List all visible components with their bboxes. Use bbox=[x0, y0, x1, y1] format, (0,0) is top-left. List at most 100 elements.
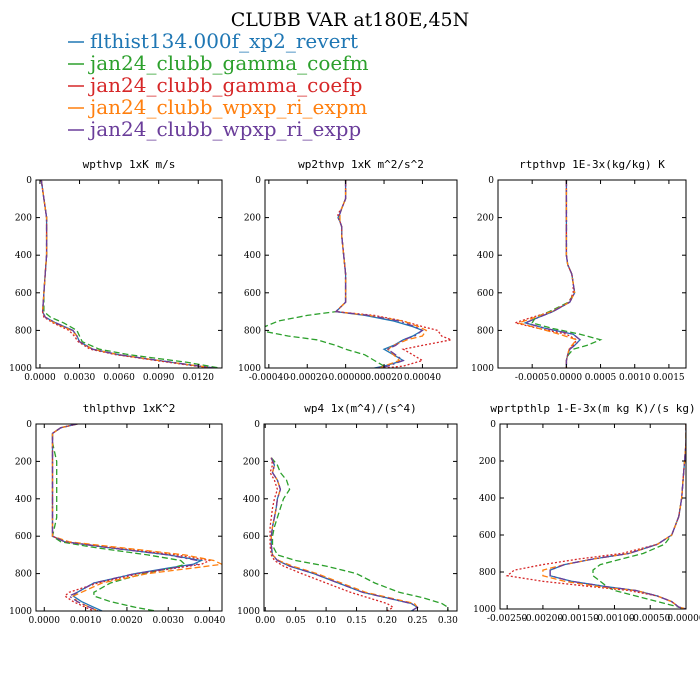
panel-5-ytick-label: 1000 bbox=[237, 607, 260, 617]
legend-entry-2: jan24_clubb_gamma_coefm bbox=[88, 51, 369, 75]
legend: flthist134.000f_xp2_revertjan24_clubb_ga… bbox=[68, 29, 369, 141]
panel-3-ytick-label: 200 bbox=[477, 214, 494, 224]
panel-5-ytick-label: 200 bbox=[243, 457, 260, 467]
panel-1-series-5 bbox=[40, 180, 215, 368]
panel-2-ytick-label: 200 bbox=[244, 214, 261, 224]
panel-1-series-3 bbox=[40, 180, 212, 368]
panel-2: wp2thvp 1xK m^2/s^202004006008001000-0.0… bbox=[238, 158, 458, 383]
panel-3-xtick-label: 0.0015 bbox=[653, 373, 685, 383]
panel-3-series-2 bbox=[531, 180, 603, 368]
panel-4-xtick-label: 0.0040 bbox=[194, 616, 226, 626]
panel-1-xtick-label: 0.0030 bbox=[64, 373, 96, 383]
panel-2-ytick-label: 800 bbox=[244, 326, 261, 336]
panel-4-xtick-label: 0.0010 bbox=[70, 616, 102, 626]
panel-4-ytick-label: 200 bbox=[15, 457, 32, 467]
panel-3: rtpthvp 1E-3x(kg/kg) K 0 200 400 600 800 1000 -… bbox=[471, 158, 687, 383]
panel-6-ytick-label: 0 bbox=[490, 420, 496, 430]
panel-2-series-1 bbox=[334, 180, 424, 368]
panel-2-xtick-label: 0.00040 bbox=[404, 373, 441, 383]
panel-3-series-3 bbox=[512, 180, 578, 368]
panel-3-xtick-label: 0.0005 bbox=[585, 373, 617, 383]
panel-6-xtick-label: 0.00000 bbox=[667, 614, 700, 624]
panel-3-series-4 bbox=[516, 180, 578, 368]
panel-5-series-2 bbox=[270, 457, 449, 611]
panel-6-frame bbox=[499, 423, 687, 610]
panel-6-series-5 bbox=[549, 424, 686, 609]
panel-3-series-5 bbox=[523, 180, 581, 368]
panel-5-series-1 bbox=[270, 457, 419, 611]
panel-2-ytick-label: 600 bbox=[244, 289, 261, 299]
panel-3-xtick-label: 0.0010 bbox=[619, 373, 651, 383]
panel-5-frame bbox=[263, 423, 458, 612]
panel-1-title: wpthvp 1xK m/s bbox=[83, 158, 176, 171]
panel-2-xtick-label: 0.00020 bbox=[365, 373, 402, 383]
panel-6: wprtpthlp 1-E-3x(m kg K)/(s kg) 0 200 400 60… bbox=[473, 402, 700, 624]
panel-6-ytick-label: 200 bbox=[479, 457, 496, 467]
legend-entry-1: flthist134.000f_xp2_revert bbox=[90, 29, 358, 53]
panel-2-xtick-label: -0.00000 bbox=[326, 373, 367, 383]
panel-2-ytick-label: 0 bbox=[255, 176, 261, 186]
panel-2-xtick-label: -0.00020 bbox=[287, 373, 328, 383]
panel-6-series-1 bbox=[549, 424, 686, 609]
panel-6-ytick-label: 600 bbox=[479, 531, 496, 541]
panel-5-xtick-label: 0.15 bbox=[347, 616, 367, 626]
panel-1-ytick-label: 0 bbox=[26, 176, 32, 186]
panel-4-frame bbox=[35, 423, 223, 612]
panel-4-ytick-label: 1000 bbox=[9, 607, 32, 617]
panel-6-xtick-label: -0.00150 bbox=[559, 614, 600, 624]
panel-1-xtick-label: 0.0090 bbox=[143, 373, 175, 383]
panel-4-series-1 bbox=[51, 424, 204, 611]
panel-2-title: wp2thvp 1xK m^2/s^2 bbox=[298, 158, 424, 171]
panel-1-xtick-label: 0.0060 bbox=[103, 373, 135, 383]
panel-6-series-3 bbox=[505, 424, 686, 609]
panel-3-title: rtpthvp 1E-3x(kg/kg) K bbox=[519, 158, 665, 171]
panel-5-title: wp4 1x(m^4)/(s^4) bbox=[304, 402, 417, 415]
panel-1-series-1 bbox=[40, 180, 215, 368]
legend-entry-4: jan24_clubb_wpxp_ri_expm bbox=[88, 95, 367, 119]
panel-1-ytick-label: 400 bbox=[15, 251, 32, 261]
panel-3-frame bbox=[497, 179, 687, 369]
panel-2-frame bbox=[264, 179, 458, 369]
panel-5-xtick-label: 0.10 bbox=[316, 616, 336, 626]
panel-3-ytick-label: 800 bbox=[477, 326, 494, 336]
panel-5-xtick-label: 0.25 bbox=[407, 616, 427, 626]
panel-4-xtick-label: 0.0000 bbox=[29, 616, 61, 626]
panel-4-series-5 bbox=[51, 424, 198, 611]
figure-title: CLUBB VAR at180E,45N bbox=[231, 9, 470, 31]
panel-4-xtick-label: 0.0030 bbox=[153, 616, 185, 626]
panel-6-xtick-label: -0.00250 bbox=[487, 614, 528, 624]
panel-5-series-5 bbox=[270, 457, 419, 611]
panel-5-series-3 bbox=[269, 457, 395, 611]
panel-5-xtick-label: 0.20 bbox=[377, 616, 397, 626]
panel-6-xtick-label: -0.00200 bbox=[523, 614, 564, 624]
panel-2-series-4 bbox=[334, 180, 428, 368]
panel-2-xtick-label: -0.00040 bbox=[249, 373, 290, 383]
panel-4-series-2 bbox=[51, 424, 187, 611]
panel-2-ytick-label: 1000 bbox=[238, 364, 261, 374]
panel-5-ytick-label: 400 bbox=[243, 495, 260, 505]
panel-6-series-4 bbox=[542, 424, 686, 609]
legend-entry-5: jan24_clubb_wpxp_ri_expp bbox=[88, 117, 361, 141]
panel-4-series-3 bbox=[51, 424, 212, 611]
panel-5-ytick-label: 600 bbox=[243, 532, 260, 542]
panel-2-series-5 bbox=[334, 180, 424, 368]
panel-3-ytick-label: 400 bbox=[477, 251, 494, 261]
panel-2-series-3 bbox=[334, 180, 454, 368]
panel-3-ytick-label: 1000 bbox=[471, 364, 494, 374]
panel-1-series-4 bbox=[40, 180, 213, 368]
panel-5-ytick-label: 0 bbox=[254, 420, 260, 430]
panel-5-ytick-label: 800 bbox=[243, 570, 260, 580]
panel-3-ytick-label: 0 bbox=[488, 176, 494, 186]
panel-6-series-2 bbox=[592, 424, 686, 609]
panel-5-xtick-label: 0.30 bbox=[438, 616, 458, 626]
panel-4-series-4 bbox=[51, 424, 222, 611]
panel-5-xtick-label: 0.05 bbox=[286, 616, 306, 626]
panel-2-ytick-label: 400 bbox=[244, 251, 261, 261]
panel-5-series-4 bbox=[270, 457, 419, 611]
panel-4-ytick-label: 0 bbox=[26, 420, 32, 430]
panel-3-xtick-label: 0.0000 bbox=[551, 373, 583, 383]
panel-1-series-2 bbox=[40, 180, 220, 368]
